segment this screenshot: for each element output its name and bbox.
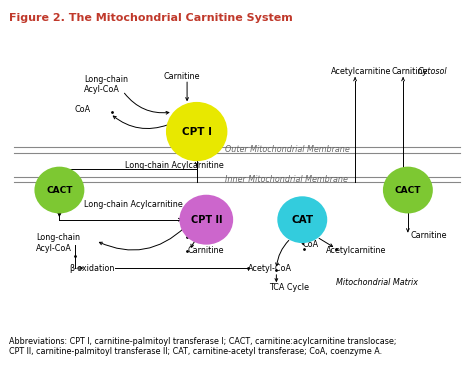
Text: CACT: CACT [395,186,421,195]
Text: Acetylcarnitine: Acetylcarnitine [331,67,392,76]
Ellipse shape [277,196,327,243]
Text: CPT I: CPT I [182,126,212,136]
Text: CoA: CoA [302,240,319,249]
Text: TCA Cycle: TCA Cycle [269,283,309,292]
Text: Carnitine: Carnitine [187,246,224,255]
Text: Outer Mitochondrial Membrane: Outer Mitochondrial Membrane [226,145,350,154]
Text: Acetyl-CoA: Acetyl-CoA [247,264,292,273]
Text: Acetylcarnitine: Acetylcarnitine [326,246,387,255]
Text: β-oxidation: β-oxidation [69,264,114,273]
Text: Abbreviations: CPT I, carnitine-palmitoyl transferase I; CACT, carnitine:acylcar: Abbreviations: CPT I, carnitine-palmitoy… [9,337,397,356]
Text: Carnitine: Carnitine [411,231,447,240]
Text: Mitochondrial Matrix: Mitochondrial Matrix [336,278,418,286]
Text: Long-chain
Acyl-CoA: Long-chain Acyl-CoA [84,75,128,94]
Text: CAT: CAT [291,215,313,225]
Text: CACT: CACT [46,186,73,195]
Text: CoA: CoA [75,105,91,114]
Text: Figure 2. The Mitochondrial Carnitine System: Figure 2. The Mitochondrial Carnitine Sy… [9,13,293,23]
Ellipse shape [166,102,228,161]
Ellipse shape [179,195,233,244]
Text: Long-chain Acylcarnitine: Long-chain Acylcarnitine [84,200,183,208]
Text: CPT II: CPT II [191,215,222,225]
Text: Carnitine: Carnitine [392,67,428,76]
Text: Long-chain
Acyl-CoA: Long-chain Acyl-CoA [36,233,81,253]
Text: CoA: CoA [187,232,203,242]
Text: Long-chain Acylcarnitine: Long-chain Acylcarnitine [125,160,223,170]
Text: Carnitine: Carnitine [163,72,200,81]
Text: Cytosol: Cytosol [418,67,447,76]
Text: Inner Mitochondrial Membrane: Inner Mitochondrial Membrane [226,175,348,184]
Ellipse shape [35,166,84,213]
Ellipse shape [383,166,433,213]
